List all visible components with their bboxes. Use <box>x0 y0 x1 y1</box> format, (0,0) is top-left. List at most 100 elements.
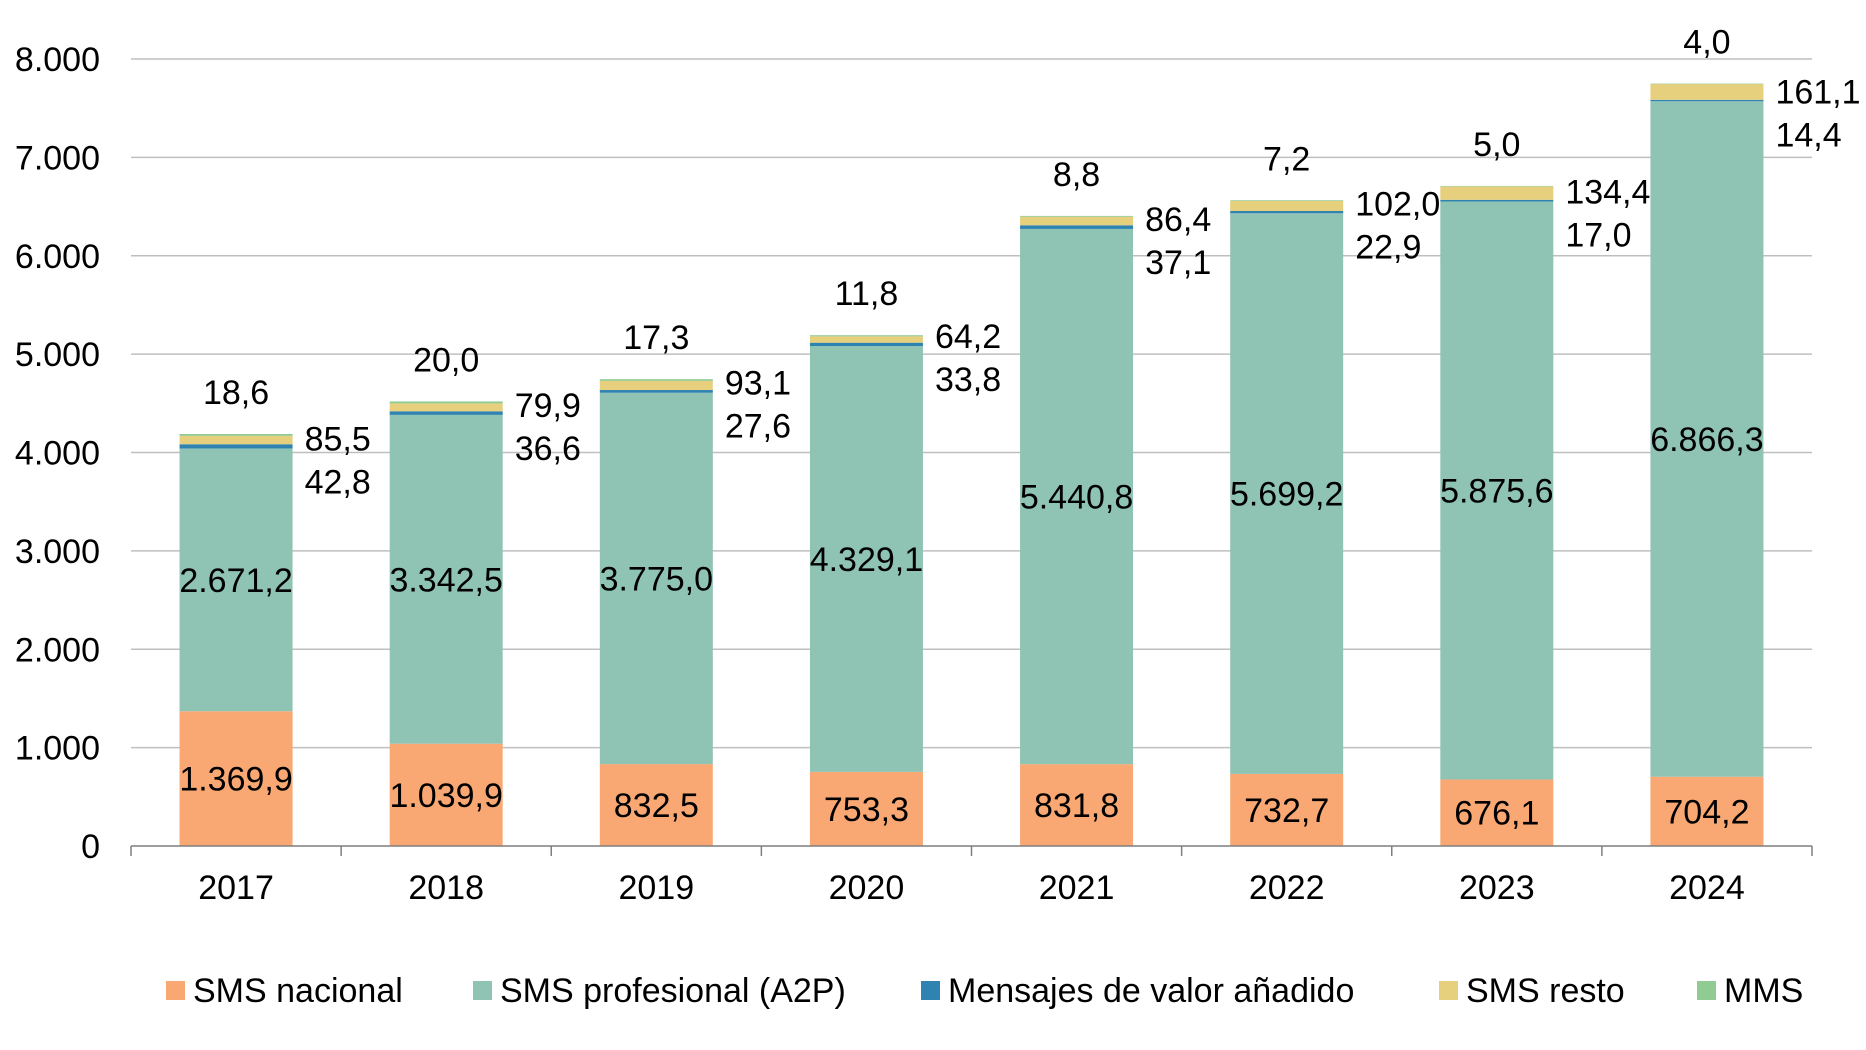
data-label-mms: 20,0 <box>413 341 479 379</box>
bar-segment <box>1020 764 1134 846</box>
data-label-sms-nacional: 1.039,9 <box>389 777 502 815</box>
legend-label: SMS resto <box>1466 972 1625 1010</box>
bar-segment <box>809 336 923 343</box>
bar-segment <box>179 435 293 445</box>
x-tick-label: 2022 <box>1249 869 1325 907</box>
data-label-mms: 5,0 <box>1473 126 1520 164</box>
data-label-sms-resto: 85,5 <box>305 420 371 458</box>
bar-segment <box>1650 83 1764 100</box>
data-label-valor-anadido: 14,4 <box>1775 116 1841 154</box>
data-label-valor-anadido: 33,8 <box>935 361 1001 399</box>
legend: SMS nacional SMS profesional (A2P) Mensaje… <box>166 972 1803 1010</box>
data-label-sms-nacional: 704,2 <box>1664 793 1749 831</box>
x-tick-label: 2017 <box>198 869 274 907</box>
data-label-sms-profesional: 3.342,5 <box>389 561 502 599</box>
gridlines <box>131 58 1812 749</box>
bar-segment <box>179 434 293 436</box>
legend-swatch <box>473 981 492 1000</box>
bar-segment <box>599 764 713 846</box>
data-label-sms-profesional: 6.866,3 <box>1650 421 1763 459</box>
data-labels: 1.369,9 2.671,2 18,6 85,5 42,8 1.039,9 3.342,5… <box>179 24 1860 833</box>
data-label-sms-profesional: 3.775,0 <box>600 560 713 598</box>
data-label-sms-nacional: 831,8 <box>1034 787 1119 825</box>
data-label-valor-anadido: 42,8 <box>305 463 371 501</box>
data-label-mms: 11,8 <box>835 275 899 313</box>
x-tick-label: 2019 <box>618 869 694 907</box>
x-tick-label: 2018 <box>408 869 484 907</box>
data-label-valor-anadido: 37,1 <box>1145 244 1211 282</box>
x-tick-label: 2023 <box>1459 869 1535 907</box>
bar-segment <box>1020 215 1134 217</box>
y-tick-label: 5.000 <box>15 336 100 374</box>
bar-segment <box>1020 216 1134 226</box>
legend-label: SMS profesional (A2P) <box>500 972 846 1010</box>
data-label-sms-nacional: 732,7 <box>1244 792 1329 830</box>
bar-segment <box>1440 779 1554 846</box>
y-axis: 0 1.000 2.000 3.000 4.000 5.000 6.000 7.000 8.00… <box>15 41 100 866</box>
data-label-mms: 8,8 <box>1053 156 1100 194</box>
data-label-sms-profesional: 4.329,1 <box>810 541 923 579</box>
bar-segment <box>1020 228 1134 765</box>
bar-segment <box>809 771 923 846</box>
bar-segment <box>599 380 713 391</box>
data-label-sms-resto: 86,4 <box>1145 201 1211 239</box>
x-tick-label: 2021 <box>1039 869 1115 907</box>
y-tick-label: 3.000 <box>15 533 100 571</box>
data-label-sms-resto: 134,4 <box>1565 173 1650 211</box>
y-tick-label: 6.000 <box>15 238 100 276</box>
bar-segment <box>389 743 503 846</box>
data-label-mms: 17,3 <box>623 319 689 357</box>
bar-segment <box>809 346 923 772</box>
bar-segment <box>179 444 293 449</box>
bar-segment <box>1440 201 1554 780</box>
data-label-valor-anadido: 36,6 <box>515 430 581 468</box>
bar-segment <box>599 392 713 765</box>
data-label-sms-resto: 102,0 <box>1355 185 1440 223</box>
bar-segment <box>1020 225 1134 229</box>
bar-segment <box>1650 776 1764 846</box>
bar-segment <box>1650 99 1764 102</box>
data-label-mms: 18,6 <box>203 374 269 412</box>
legend-label: MMS <box>1724 972 1803 1010</box>
y-tick-label: 1.000 <box>15 730 100 768</box>
bar-segment <box>1230 773 1344 846</box>
bar-segment <box>809 335 923 337</box>
data-label-sms-resto: 161,1 <box>1775 73 1860 111</box>
data-label-sms-nacional: 676,1 <box>1454 795 1539 833</box>
bar-segment <box>1650 101 1764 777</box>
bar-segment <box>1230 213 1344 774</box>
data-label-sms-resto: 64,2 <box>935 318 1001 356</box>
data-label-sms-nacional: 753,3 <box>824 791 909 829</box>
y-tick-label: 4.000 <box>15 435 100 473</box>
legend-label: SMS nacional <box>193 972 403 1010</box>
data-label-sms-profesional: 5.440,8 <box>1020 479 1133 517</box>
bar-segment <box>599 379 713 381</box>
bar-segment <box>389 414 503 744</box>
y-tick-label: 7.000 <box>15 139 100 177</box>
data-label-sms-profesional: 5.699,2 <box>1230 476 1343 514</box>
data-label-mms: 4,0 <box>1683 24 1730 62</box>
data-label-valor-anadido: 22,9 <box>1355 228 1421 266</box>
x-tick-label: 2024 <box>1669 869 1745 907</box>
legend-swatch <box>166 981 185 1000</box>
y-tick-label: 8.000 <box>15 41 100 79</box>
bar-segment <box>179 711 293 846</box>
bar-segment <box>389 403 503 412</box>
legend-swatch <box>921 981 940 1000</box>
data-label-sms-profesional: 2.671,2 <box>179 562 292 600</box>
data-label-valor-anadido: 27,6 <box>725 408 791 446</box>
bar-segment <box>599 390 713 393</box>
data-label-sms-profesional: 5.875,6 <box>1440 472 1553 510</box>
bar-segment <box>1440 186 1554 200</box>
legend-label: Mensajes de valor añadido <box>948 972 1354 1010</box>
data-label-sms-resto: 93,1 <box>725 365 791 403</box>
data-label-valor-anadido: 17,0 <box>1565 216 1631 254</box>
bar-segment <box>389 401 503 404</box>
x-tick-label: 2020 <box>829 869 905 907</box>
bars <box>179 83 1764 846</box>
data-label-sms-resto: 79,9 <box>515 387 581 425</box>
bar-segment <box>809 342 923 347</box>
legend-swatch <box>1439 981 1458 1000</box>
data-label-mms: 7,2 <box>1263 140 1310 178</box>
